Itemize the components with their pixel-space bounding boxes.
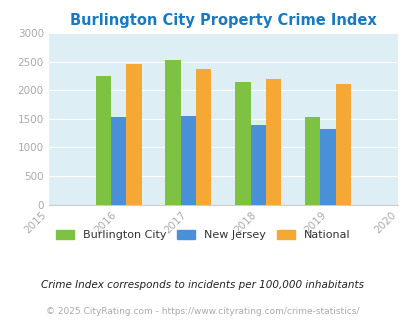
Bar: [304, 117, 320, 205]
Text: © 2025 CityRating.com - https://www.cityrating.com/crime-statistics/: © 2025 CityRating.com - https://www.city…: [46, 307, 359, 316]
Bar: [180, 115, 196, 205]
Bar: [265, 79, 281, 205]
Bar: [234, 82, 250, 205]
Text: Crime Index corresponds to incidents per 100,000 inhabitants: Crime Index corresponds to incidents per…: [41, 280, 364, 290]
Title: Burlington City Property Crime Index: Burlington City Property Crime Index: [70, 13, 376, 28]
Bar: [111, 117, 126, 205]
Bar: [320, 129, 335, 205]
Bar: [165, 60, 180, 205]
Bar: [126, 64, 141, 205]
Bar: [250, 124, 265, 205]
Legend: Burlington City, New Jersey, National: Burlington City, New Jersey, National: [52, 226, 353, 244]
Bar: [196, 69, 211, 205]
Bar: [335, 84, 350, 205]
Bar: [95, 76, 111, 205]
